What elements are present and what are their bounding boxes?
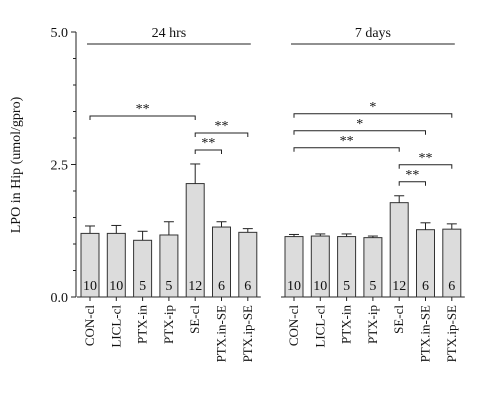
category-label: PTX-ip (365, 305, 380, 344)
n-label: 12 (188, 279, 202, 294)
n-label: 6 (422, 279, 429, 294)
axes: 0.0 2.5 5.0 (51, 26, 77, 306)
n-label: 12 (392, 279, 406, 294)
n-label: 5 (165, 279, 172, 294)
category-label: LICL-cl (312, 305, 327, 348)
category-label: SE-cl (187, 305, 202, 334)
group-label: 7 days (355, 26, 391, 41)
n-label: 5 (139, 279, 146, 294)
n-label: 6 (218, 279, 225, 294)
n-label: 10 (109, 279, 123, 294)
significance-label: ** (405, 168, 419, 183)
significance-label: ** (419, 151, 433, 166)
significance-bracket (398, 164, 453, 169)
category-label: CON-cl (82, 305, 97, 347)
y-axis-label: LPO in Hip (umol/gpro) (9, 96, 24, 233)
bar-group-1: 24 hrs 10 CON-cl 10 LICL-cl 5 PTX-in 5 PTX-ip 12 S… (77, 26, 261, 362)
significance-bracket (194, 149, 222, 154)
significance-label: ** (215, 119, 229, 134)
n-label: 6 (244, 279, 251, 294)
category-label: PTX-in (135, 305, 150, 345)
group-label: 24 hrs (152, 26, 187, 41)
category-label: PTX.in-SE (214, 305, 229, 362)
significance-bracket (89, 115, 196, 120)
y-tick-label: 0.0 (51, 291, 69, 306)
category-label: LICL-cl (108, 305, 123, 348)
y-tick-label: 2.5 (51, 159, 69, 174)
y-tick-label: 5.0 (51, 26, 69, 41)
n-label: 5 (343, 279, 350, 294)
significance-bracket (293, 130, 426, 135)
significance-bracket (398, 181, 426, 186)
significance-bracket (293, 113, 453, 118)
category-label: SE-cl (391, 305, 406, 334)
n-label: 10 (287, 279, 301, 294)
n-label: 5 (369, 279, 376, 294)
bar-group-2: 7 days 10 CON-cl 10 LICL-cl 5 PTX-in 5 PTX-ip 12 S… (281, 26, 465, 362)
category-label: PTX.ip-SE (240, 305, 255, 362)
category-label: PTX.ip-SE (444, 305, 459, 362)
n-label: 10 (83, 279, 97, 294)
significance-bracket (293, 147, 400, 152)
significance-label: * (369, 100, 376, 115)
category-label: PTX-in (339, 305, 354, 345)
n-label: 6 (448, 279, 455, 294)
significance-label: ** (340, 134, 354, 149)
category-label: CON-cl (286, 305, 301, 347)
significance-label: ** (136, 102, 150, 117)
category-label: PTX.in-SE (418, 305, 433, 362)
n-label: 10 (313, 279, 327, 294)
significance-label: ** (201, 136, 215, 151)
significance-bracket (194, 132, 249, 137)
significance-label: * (356, 117, 363, 132)
bar-groups: 24 hrs 10 CON-cl 10 LICL-cl 5 PTX-in 5 PTX-ip 12 S… (77, 26, 465, 362)
category-label: PTX-ip (161, 305, 176, 344)
